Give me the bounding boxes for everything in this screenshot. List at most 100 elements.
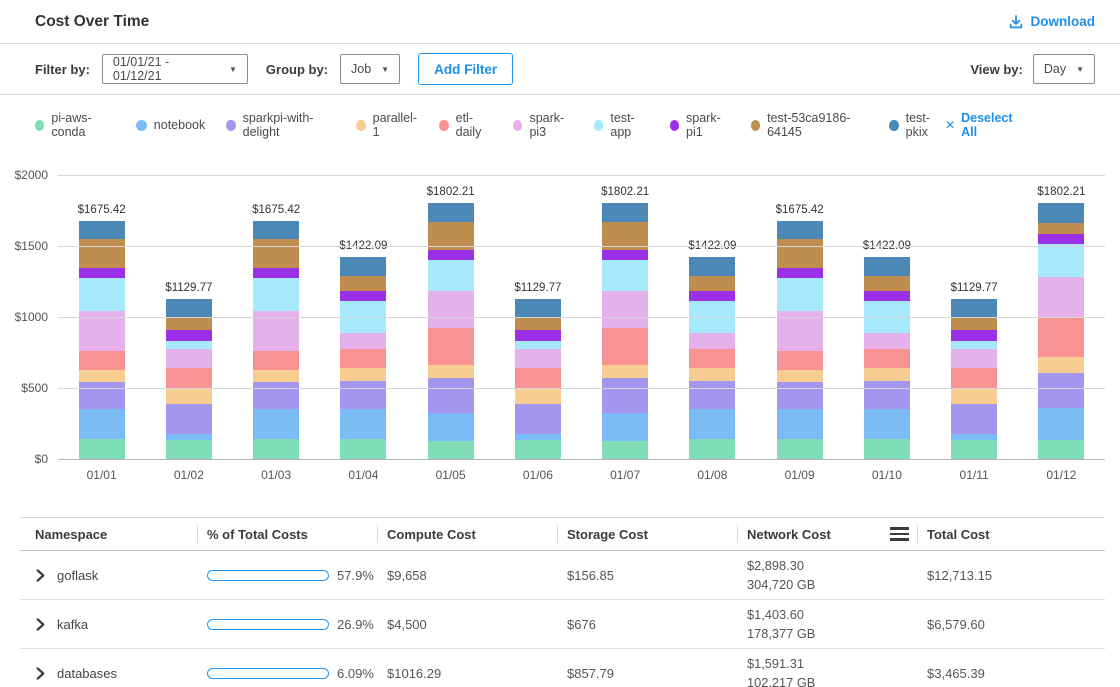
stacked-bar-01/05[interactable]: $1802.21: [427, 186, 475, 459]
add-filter-button[interactable]: Add Filter: [418, 53, 514, 85]
bar-segment-sparkpi-with-delight[interactable]: [1038, 373, 1085, 409]
bar-segment-test-53ca9186-64145[interactable]: [951, 317, 998, 330]
download-button[interactable]: Download: [1008, 14, 1095, 30]
bar-segment-pi-aws-conda[interactable]: [689, 439, 736, 459]
column-options-icon[interactable]: [890, 527, 909, 541]
legend-item-test-53ca9186-64145[interactable]: test-53ca9186-64145: [750, 111, 869, 139]
bar-segment-sparkpi-with-delight[interactable]: [776, 382, 823, 410]
bar-segment-test-53ca9186-64145[interactable]: [340, 275, 387, 291]
date-range-select[interactable]: 01/01/21 - 01/12/21 ▼: [101, 54, 248, 84]
bar-segment-spark-pi3[interactable]: [165, 349, 212, 368]
bar-segment-test-pkix[interactable]: [776, 221, 823, 239]
bar-segment-test-pkix[interactable]: [689, 257, 736, 276]
bar-segment-parallel-1[interactable]: [253, 369, 300, 383]
bar-segment-spark-pi3[interactable]: [863, 332, 910, 350]
bar-segment-pi-aws-conda[interactable]: [253, 439, 300, 459]
bar-segment-pi-aws-conda[interactable]: [78, 439, 125, 459]
bar-segment-spark-pi1[interactable]: [514, 329, 561, 342]
col-header-pct[interactable]: % of Total Costs: [197, 518, 377, 550]
bar-segment-test-pkix[interactable]: [602, 203, 649, 222]
bar-segment-test-app[interactable]: [689, 300, 736, 333]
bar-segment-parallel-1[interactable]: [776, 369, 823, 383]
bar-segment-parallel-1[interactable]: [602, 364, 649, 378]
legend-item-spark-pi1[interactable]: spark-pi1: [669, 111, 730, 139]
bar-segment-etl-daily[interactable]: [427, 327, 474, 365]
expand-row-icon[interactable]: [35, 666, 46, 680]
bar-segment-sparkpi-with-delight[interactable]: [340, 381, 387, 410]
bar-segment-pi-aws-conda[interactable]: [776, 439, 823, 459]
stacked-bar-01/03[interactable]: $1675.42: [252, 204, 300, 459]
stacked-bar-01/06[interactable]: $1129.77: [514, 282, 561, 459]
bar-segment-notebook[interactable]: [165, 434, 212, 440]
bar-segment-sparkpi-with-delight[interactable]: [514, 404, 561, 435]
bar-segment-test-app[interactable]: [253, 278, 300, 311]
bar-segment-parallel-1[interactable]: [1038, 357, 1085, 374]
bar-segment-test-53ca9186-64145[interactable]: [165, 317, 212, 330]
legend-item-pi-aws-conda[interactable]: pi-aws-conda: [35, 111, 115, 139]
legend-item-spark-pi3[interactable]: spark-pi3: [513, 111, 573, 139]
bar-segment-pi-aws-conda[interactable]: [340, 439, 387, 459]
bar-segment-spark-pi3[interactable]: [427, 290, 474, 328]
bar-segment-notebook[interactable]: [78, 409, 125, 440]
bar-segment-notebook[interactable]: [951, 434, 998, 440]
stacked-bar-01/11[interactable]: $1129.77: [951, 282, 998, 459]
bar-segment-test-app[interactable]: [78, 278, 125, 311]
bar-segment-spark-pi1[interactable]: [253, 267, 300, 279]
bar-segment-spark-pi3[interactable]: [689, 332, 736, 350]
group-by-select[interactable]: Job ▼: [340, 54, 401, 84]
bar-segment-pi-aws-conda[interactable]: [1038, 439, 1085, 459]
stacked-bar-01/09[interactable]: $1675.42: [776, 204, 824, 459]
bar-segment-parallel-1[interactable]: [78, 369, 125, 383]
namespace-name[interactable]: kafka: [57, 616, 89, 632]
bar-segment-test-53ca9186-64145[interactable]: [863, 275, 910, 291]
bar-segment-test-53ca9186-64145[interactable]: [1038, 222, 1085, 234]
bar-segment-spark-pi1[interactable]: [1038, 233, 1085, 244]
namespace-name[interactable]: databases: [57, 665, 117, 681]
bar-segment-spark-pi3[interactable]: [514, 349, 561, 368]
bar-segment-test-pkix[interactable]: [427, 203, 474, 222]
bar-segment-pi-aws-conda[interactable]: [951, 439, 998, 459]
bar-segment-notebook[interactable]: [514, 434, 561, 440]
bar-segment-etl-daily[interactable]: [253, 350, 300, 370]
bar-segment-sparkpi-with-delight[interactable]: [602, 377, 649, 413]
bar-segment-etl-daily[interactable]: [776, 350, 823, 370]
legend-item-test-pkix[interactable]: test-pkix: [889, 111, 945, 139]
stacked-bar-01/01[interactable]: $1675.42: [78, 204, 126, 459]
expand-row-icon[interactable]: [35, 617, 46, 631]
legend-item-parallel-1[interactable]: parallel-1: [355, 111, 418, 139]
bar-segment-parallel-1[interactable]: [340, 368, 387, 382]
bar-segment-sparkpi-with-delight[interactable]: [427, 377, 474, 413]
col-header-storage[interactable]: Storage Cost: [557, 518, 737, 550]
bar-segment-sparkpi-with-delight[interactable]: [689, 381, 736, 410]
view-by-select[interactable]: Day ▼: [1032, 54, 1095, 84]
legend-item-test-app[interactable]: test-app: [594, 111, 649, 139]
bar-segment-spark-pi1[interactable]: [427, 249, 474, 260]
bar-segment-notebook[interactable]: [253, 409, 300, 440]
col-header-namespace[interactable]: Namespace: [35, 526, 108, 542]
bar-segment-etl-daily[interactable]: [863, 349, 910, 369]
bar-segment-sparkpi-with-delight[interactable]: [78, 382, 125, 410]
stacked-bar-01/02[interactable]: $1129.77: [165, 282, 212, 459]
bar-segment-etl-daily[interactable]: [602, 327, 649, 365]
bar-segment-test-app[interactable]: [165, 341, 212, 349]
legend-item-notebook[interactable]: notebook: [135, 118, 205, 132]
bar-segment-pi-aws-conda[interactable]: [863, 439, 910, 459]
bar-segment-spark-pi1[interactable]: [689, 290, 736, 301]
bar-segment-parallel-1[interactable]: [689, 368, 736, 382]
col-header-total[interactable]: Total Cost: [917, 518, 1105, 550]
bar-segment-spark-pi3[interactable]: [1038, 276, 1085, 318]
bar-segment-pi-aws-conda[interactable]: [514, 439, 561, 459]
bar-segment-test-pkix[interactable]: [514, 298, 561, 318]
bar-segment-etl-daily[interactable]: [1038, 317, 1085, 358]
bar-segment-notebook[interactable]: [863, 409, 910, 440]
bar-segment-etl-daily[interactable]: [689, 349, 736, 369]
bar-segment-spark-pi3[interactable]: [602, 290, 649, 328]
bar-segment-test-pkix[interactable]: [165, 298, 212, 318]
bar-segment-notebook[interactable]: [1038, 408, 1085, 440]
bar-segment-etl-daily[interactable]: [514, 367, 561, 390]
bar-segment-spark-pi1[interactable]: [165, 329, 212, 342]
bar-segment-parallel-1[interactable]: [427, 364, 474, 378]
bar-segment-sparkpi-with-delight[interactable]: [253, 382, 300, 410]
stacked-bar-01/04[interactable]: $1422.09: [339, 240, 387, 459]
deselect-all-button[interactable]: ✕ Deselect All: [945, 111, 1023, 139]
